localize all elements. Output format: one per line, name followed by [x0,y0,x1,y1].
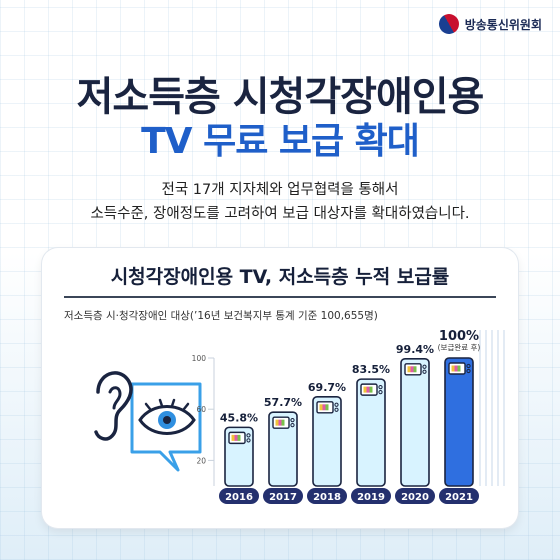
year-pill-2020 [395,488,435,504]
title-divider [64,296,496,298]
value-label-2021: 100% [439,329,479,344]
tv-icon-bar-yellow [407,366,411,373]
year-label-2016: 2016 [225,492,253,503]
year-pill-2016 [219,488,259,504]
year-label-2020: 2020 [401,492,429,503]
tv-icon-knob [334,407,339,412]
tv-icon-bar-yellow [363,386,367,393]
speech-bubble-icon [130,382,202,472]
headline-line-2: TV 무료 보급 확대 [141,121,420,162]
tv-icon-knob [466,363,471,369]
y-tick-label: 100 [192,354,207,363]
tv-icon-knob [246,438,251,443]
tv-icon-bar-pink [410,366,414,373]
tv-icon-bar-green [369,386,373,393]
y-ticks: 20 60 100 [192,354,214,465]
tv-icon-knob [378,385,383,390]
year-label-2018: 2018 [313,492,341,503]
year-pill-2017 [263,488,303,504]
tv-icons [228,362,471,445]
value-label-2019: 83.5% [352,363,390,376]
chart-title: 시청각장애인용 TV, 저소득층 누적 보급률 [110,266,450,288]
decorative-stripes [479,330,505,486]
year-pills: 2016 2017 2018 2019 2020 2021 [219,488,479,504]
tv-icon-knob [466,368,471,374]
tv-icon-bar-yellow [231,434,235,441]
tv-icon-bar-green [237,434,241,441]
bar-2018 [312,395,342,487]
value-labels: 45.8% 57.7% 69.7% 83.5% 99.4% 100% [220,329,479,424]
tv-icon-bar-green [325,404,329,411]
final-bar-annotation: (보급완료 후) [438,343,481,352]
tv-icon [272,416,295,429]
year-label-2021: 2021 [445,492,473,503]
bars [224,357,474,487]
year-pill-2019 [351,488,391,504]
tv-icon-knob [422,364,427,369]
tv-icon-bar-pink [366,386,370,393]
logo-text: 방송통신위원회 [464,17,542,32]
year-label-2019: 2019 [357,492,385,503]
year-pill-2018 [307,488,347,504]
value-label-2016: 45.8% [220,411,258,424]
tv-icon-bar-green [457,365,461,372]
tv-icon-bar-pink [278,419,282,426]
value-label-2020: 99.4% [396,343,434,356]
y-tick-label: 60 [196,405,206,414]
eye-icon [138,398,196,435]
tv-icon-bar-green [281,419,285,426]
ear-icon [94,371,133,441]
headline-line-1: 저소득층 시청각장애인용 [76,74,485,120]
value-label-2018: 69.7% [308,381,346,394]
year-label-2017: 2017 [269,492,297,503]
tv-icon-bar-yellow [451,365,455,372]
bar-2019 [356,378,386,487]
tv-icon [404,363,427,376]
tv-icon-bar-pink [454,365,458,372]
description-line-2: 소득수준, 장애정도를 고려하여 보급 대상자를 확대하였습니다. [90,206,470,222]
chart-subtitle: 저소득층 시·청각장애인 대상(’16년 보건복지부 통계 기준 100,655… [64,310,378,322]
y-tick-label: 20 [196,456,206,465]
tv-icon [360,383,383,396]
tv-icon-knob [378,390,383,395]
value-label-2017: 57.7% [264,396,302,409]
year-pill-2021 [439,488,479,504]
tv-icon-bar-pink [322,404,326,411]
tv-icon-knob [246,433,251,438]
bar-2017 [268,411,298,487]
tv-icon-knob [290,418,295,423]
bar-2021 [444,357,474,487]
bar-2020 [400,357,430,487]
tv-icon-bar-yellow [319,404,323,411]
tv-icon [228,431,251,445]
tv-icon-bar-green [413,366,417,373]
description-line-1: 전국 17개 지자체와 업무협력을 통해서 [161,182,399,198]
tv-icon-knob [422,369,427,374]
tv-icon-knob [290,423,295,428]
tv-icon [448,362,471,375]
tv-icon [316,401,339,414]
logo: 방송통신위원회 [435,10,542,38]
tv-icon-bar-pink [234,434,238,441]
tv-icon-knob [334,402,339,407]
tv-icon-bar-yellow [275,419,279,426]
